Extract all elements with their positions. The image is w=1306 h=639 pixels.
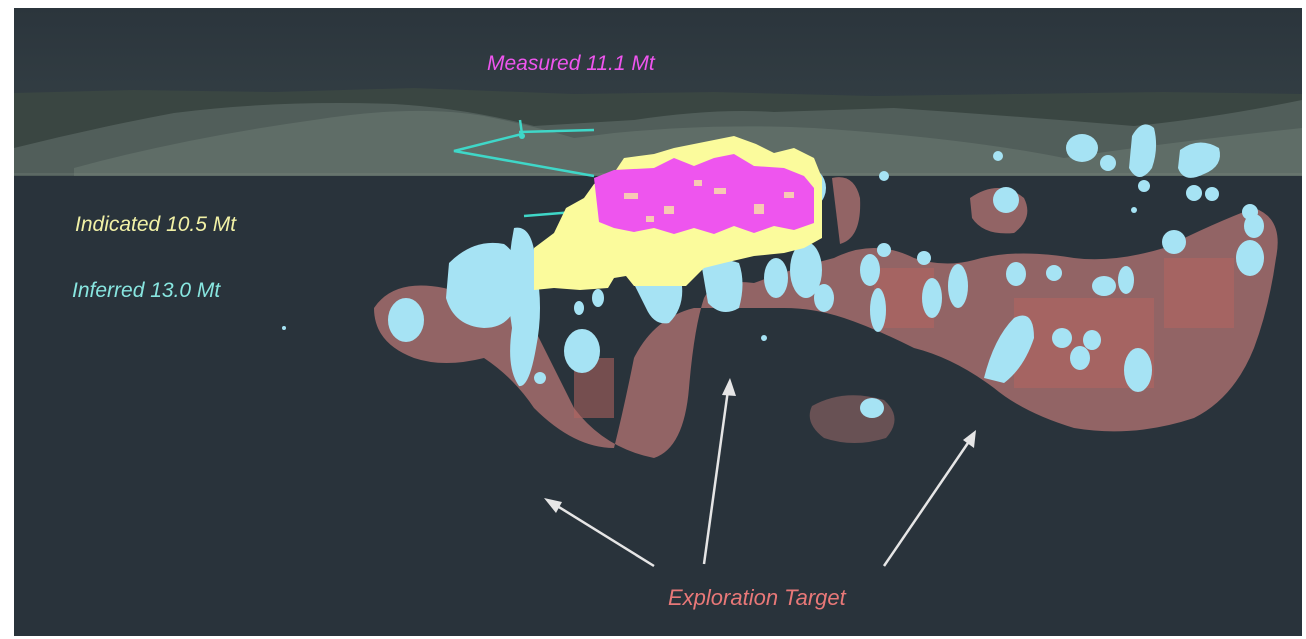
section-view-panel: Measured 11.1 Mt Indicated 10.5 Mt Infer… (14, 8, 1302, 636)
measured-label: Measured 11.1 Mt (487, 52, 655, 75)
inferred-label: Inferred 13.0 Mt (72, 279, 221, 302)
exploration-target-label: Exploration Target (668, 585, 846, 610)
orebody-section-graphic (14, 8, 1302, 568)
measured-speckle (624, 180, 794, 222)
indicated-label: Indicated 10.5 Mt (75, 213, 237, 236)
exploration-target-arrows (544, 378, 976, 568)
sky-band (14, 8, 1302, 98)
